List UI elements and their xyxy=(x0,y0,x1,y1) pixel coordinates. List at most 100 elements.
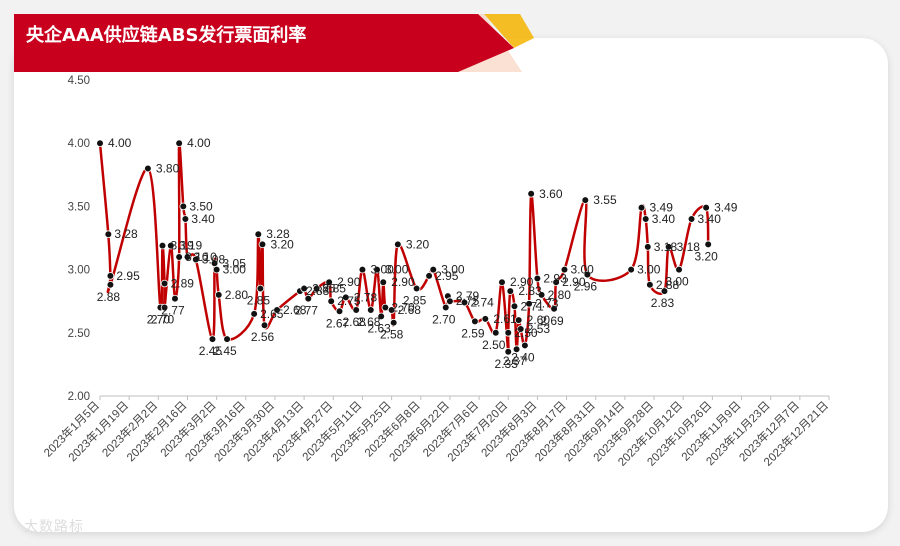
data-label: 2.69 xyxy=(540,314,564,328)
data-label: 2.58 xyxy=(380,328,404,342)
data-label: 3.05 xyxy=(223,256,247,270)
data-label: 2.61 xyxy=(493,312,517,326)
data-label: 2.45 xyxy=(213,344,237,358)
data-point xyxy=(504,328,513,337)
data-point xyxy=(312,284,321,293)
data-label: 3.08 xyxy=(202,252,226,266)
data-point xyxy=(389,318,398,327)
data-point xyxy=(158,241,167,250)
data-point xyxy=(516,325,525,333)
data-label: 3.19 xyxy=(179,239,203,253)
data-point xyxy=(664,243,673,251)
data-point xyxy=(175,139,183,148)
data-point xyxy=(373,265,381,274)
data-label: 2.40 xyxy=(511,350,535,364)
data-point xyxy=(335,307,344,316)
data-label: 2.35 xyxy=(495,357,519,371)
data-point xyxy=(223,335,231,343)
data-label: 2.67 xyxy=(326,316,350,330)
data-label: 3.40 xyxy=(191,212,215,226)
data-label: 3.00 xyxy=(223,263,247,277)
data-label: 2.75 xyxy=(456,294,480,308)
data-label: 2.56 xyxy=(251,330,275,344)
y-tick-label: 2.00 xyxy=(68,391,90,403)
data-label: 2.85 xyxy=(312,282,336,296)
data-label: 2.85 xyxy=(403,294,427,308)
data-point xyxy=(527,189,535,198)
data-label: 2.96 xyxy=(574,280,598,294)
data-label: 2.75 xyxy=(337,294,361,308)
data-label: 2.74 xyxy=(471,295,495,309)
data-label: 2.37 xyxy=(503,354,527,368)
data-label: 3.18 xyxy=(654,240,678,254)
data-label: 2.79 xyxy=(456,289,480,303)
data-point xyxy=(394,240,402,249)
data-label: 2.60 xyxy=(527,313,551,327)
data-point xyxy=(192,255,200,264)
data-label: 3.00 xyxy=(370,263,394,277)
data-label: 2.50 xyxy=(514,326,538,340)
data-label: 3.10 xyxy=(185,250,209,264)
title-banner-accent xyxy=(484,14,534,48)
data-point xyxy=(341,293,350,302)
data-label: 2.45 xyxy=(199,344,223,358)
y-tick-label: 3.00 xyxy=(68,265,90,277)
data-point xyxy=(581,196,590,204)
data-point xyxy=(214,291,223,299)
data-point xyxy=(208,335,217,343)
data-label: 2.70 xyxy=(151,313,175,327)
data-label: 3.10 xyxy=(193,250,217,264)
data-point xyxy=(481,315,490,323)
data-point xyxy=(525,299,533,308)
data-label: 3.49 xyxy=(650,201,674,215)
data-point xyxy=(641,215,650,223)
data-point xyxy=(498,278,506,287)
data-point xyxy=(96,139,104,148)
data-label: 2.78 xyxy=(354,290,378,304)
data-label: 2.59 xyxy=(461,326,485,340)
data-label: 3.00 xyxy=(637,263,661,277)
data-point xyxy=(675,265,683,274)
data-point xyxy=(660,287,669,295)
data-point xyxy=(702,203,710,212)
data-label: 3.20 xyxy=(695,249,719,263)
data-label: 2.68 xyxy=(398,303,422,317)
data-label: 2.73 xyxy=(535,297,559,311)
data-point xyxy=(521,341,529,350)
data-point xyxy=(506,287,515,295)
data-label: 2.85 xyxy=(323,282,347,296)
data-label: 3.18 xyxy=(677,240,701,254)
data-label: 2.71 xyxy=(520,299,544,313)
data-point xyxy=(327,297,335,306)
data-label: 2.77 xyxy=(295,304,319,318)
data-point xyxy=(471,317,479,326)
data-point xyxy=(144,164,152,173)
data-point xyxy=(381,303,390,312)
data-point xyxy=(379,278,388,287)
data-point xyxy=(258,240,267,249)
data-point xyxy=(212,265,221,274)
data-point xyxy=(171,294,179,303)
data-point xyxy=(552,278,560,287)
data-label: 2.63 xyxy=(368,321,392,335)
data-point xyxy=(106,272,115,280)
data-label: 2.70 xyxy=(147,313,171,327)
data-label: 2.65 xyxy=(260,307,284,321)
title-banner xyxy=(14,14,514,72)
data-point xyxy=(325,278,333,287)
data-label: 2.53 xyxy=(527,322,551,336)
data-point xyxy=(533,274,542,283)
data-label: 3.00 xyxy=(665,275,689,289)
data-point xyxy=(627,265,635,274)
data-point xyxy=(304,294,313,303)
data-point xyxy=(560,265,569,274)
data-label: 3.50 xyxy=(189,199,213,213)
data-label: 4.00 xyxy=(108,136,132,150)
data-label: 2.85 xyxy=(247,294,271,308)
data-label: 3.49 xyxy=(714,201,738,215)
data-label: 2.77 xyxy=(161,304,185,318)
y-tick-label: 4.50 xyxy=(68,75,90,87)
data-point xyxy=(441,303,450,312)
data-label: 2.68 xyxy=(343,315,367,329)
